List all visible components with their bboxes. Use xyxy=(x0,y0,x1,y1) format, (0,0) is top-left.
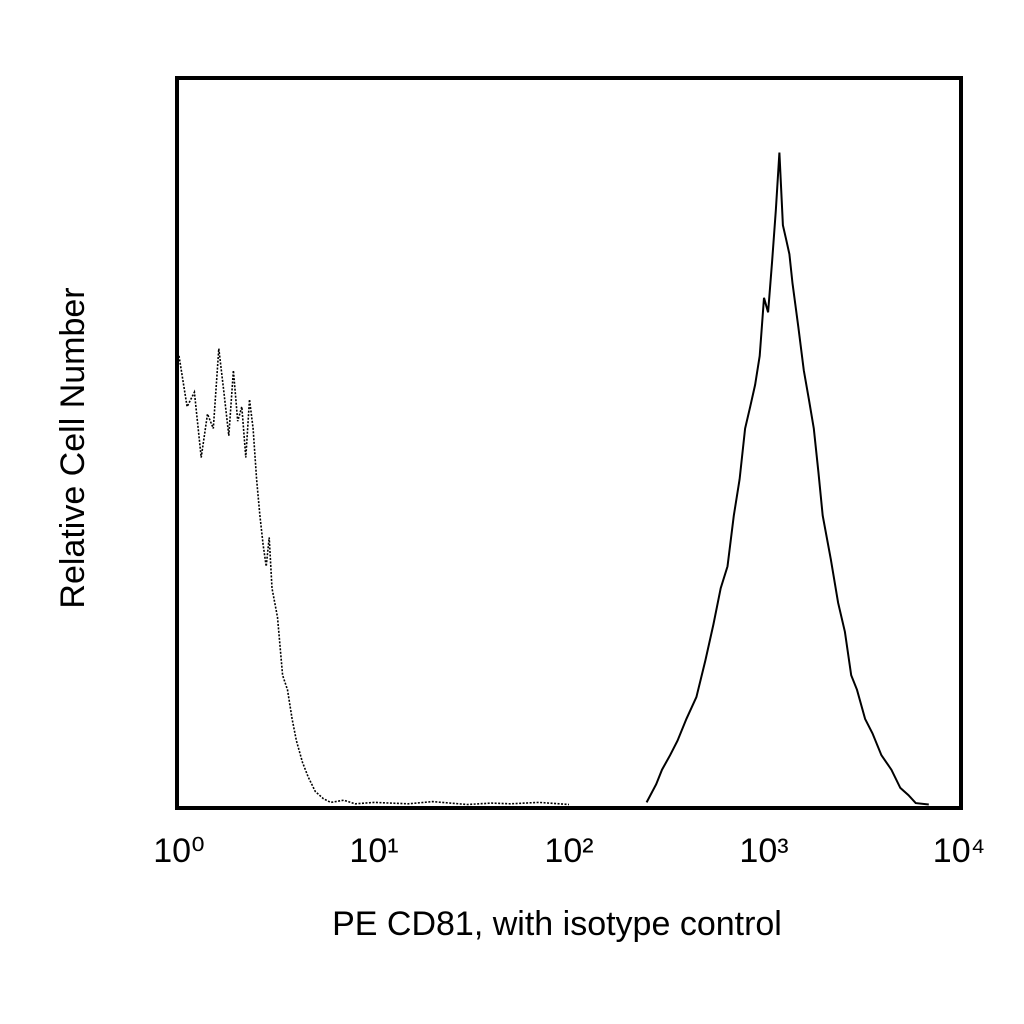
x-tick-label: 10⁴ xyxy=(933,832,985,870)
x-tick-label: 10⁰ xyxy=(153,832,204,870)
histogram-line xyxy=(645,152,929,806)
histogram-line xyxy=(178,348,570,806)
y-axis-label: Relative Cell Number xyxy=(54,287,92,608)
x-tick-label: 10² xyxy=(544,832,593,870)
x-axis-label: PE CD81, with isotype control xyxy=(332,905,782,943)
x-tick-label: 10¹ xyxy=(349,832,398,870)
x-tick-label: 10³ xyxy=(739,832,788,870)
plot-frame xyxy=(175,76,963,810)
